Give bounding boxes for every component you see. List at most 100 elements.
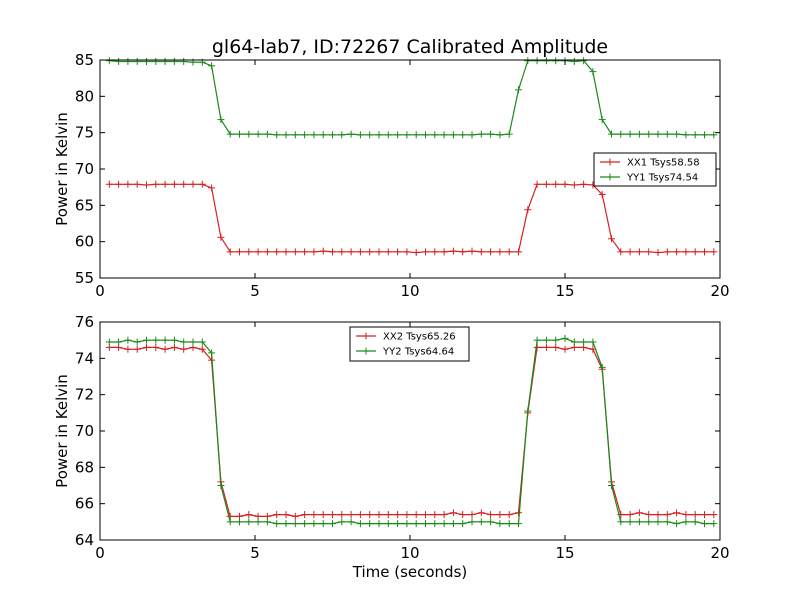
y-tick-label: 85 (75, 51, 94, 69)
data-point (170, 180, 178, 188)
data-point (291, 520, 299, 528)
data-point (580, 338, 588, 346)
data-point (282, 131, 290, 139)
data-point (617, 248, 625, 256)
data-point (217, 116, 225, 124)
data-point (645, 511, 653, 519)
data-point (338, 518, 346, 526)
data-point (143, 57, 150, 65)
data-point (403, 131, 411, 139)
chart-title: gl64-lab7, ID:72267 Calibrated Amplitude (212, 36, 608, 58)
x-tick-label: 0 (95, 282, 105, 300)
x-axis-label: Time (seconds) (352, 563, 468, 581)
data-point (496, 248, 504, 256)
data-point (133, 180, 141, 188)
data-point (515, 248, 522, 256)
data-point (329, 131, 336, 139)
legend: XX2 Tsys65.26 YY2 Tsys64.64 (349, 326, 470, 362)
data-point (524, 57, 532, 65)
data-point (477, 509, 485, 517)
data-point (254, 130, 262, 138)
data-point (580, 57, 588, 65)
data-point (505, 248, 513, 256)
legend-entry: XX2 Tsys65.26 (356, 332, 456, 343)
data-point (394, 248, 402, 256)
data-point (245, 248, 253, 256)
data-point (254, 518, 262, 526)
data-point (115, 180, 123, 188)
data-point (236, 248, 243, 256)
data-point (468, 247, 476, 255)
data-point (673, 520, 681, 528)
data-point (208, 184, 216, 192)
x-tick-label: 20 (710, 282, 729, 300)
y-tick-label: 65 (75, 196, 94, 214)
data-point (282, 511, 290, 519)
data-point (180, 180, 188, 188)
data-point (282, 248, 290, 256)
data-point (236, 130, 243, 138)
y-tick-label: 72 (75, 386, 94, 404)
data-point (663, 248, 671, 256)
data-point (533, 343, 541, 351)
data-point (124, 180, 132, 188)
legend-entry: YY2 Tsys64.64 (356, 347, 454, 358)
data-point (412, 511, 420, 519)
data-point (459, 248, 467, 256)
data-point (422, 511, 429, 519)
data-point (291, 248, 299, 256)
data-point (143, 181, 150, 189)
data-point (366, 131, 374, 139)
data-point (310, 248, 318, 256)
data-point (505, 511, 513, 519)
data-point (673, 509, 681, 517)
data-point (710, 520, 718, 528)
data-point (263, 518, 271, 526)
data-point (496, 511, 504, 519)
data-point (468, 131, 476, 139)
data-point (691, 248, 699, 256)
data-point (384, 520, 392, 528)
y-tick-label: 66 (75, 495, 94, 513)
data-point (524, 407, 532, 415)
data-point (356, 248, 364, 256)
y-tick-label: 74 (75, 349, 94, 367)
data-point (440, 131, 448, 139)
data-point (477, 248, 485, 256)
data-point (449, 520, 457, 528)
data-point (626, 511, 634, 519)
data-point (663, 130, 671, 138)
data-point (291, 512, 299, 520)
data-point (152, 343, 160, 351)
data-point (515, 520, 522, 528)
data-point (701, 131, 708, 139)
data-point (412, 249, 420, 257)
data-point (533, 336, 541, 344)
data-point (394, 131, 402, 139)
data-point (152, 57, 160, 65)
legend-label: YY1 Tsys74.54 (626, 173, 698, 184)
legend-entry: XX1 Tsys58.58 (600, 158, 700, 169)
data-point (329, 520, 336, 528)
data-point (561, 180, 569, 188)
data-point (487, 511, 495, 519)
data-point (133, 338, 141, 346)
data-point (645, 248, 653, 256)
data-point (691, 518, 699, 526)
data-point (431, 520, 439, 528)
x-tick-label: 15 (555, 544, 574, 562)
data-point (431, 511, 439, 519)
data-point (626, 518, 634, 526)
data-point (189, 180, 197, 188)
data-point (487, 130, 495, 138)
data-point (468, 511, 476, 519)
x-tick-label: 5 (250, 282, 260, 300)
data-point (105, 57, 113, 65)
data-point (403, 511, 411, 519)
data-point (133, 345, 141, 353)
data-point (496, 520, 504, 528)
data-point (319, 520, 327, 528)
data-point (124, 345, 132, 353)
data-point (273, 511, 281, 519)
data-point (347, 511, 355, 519)
